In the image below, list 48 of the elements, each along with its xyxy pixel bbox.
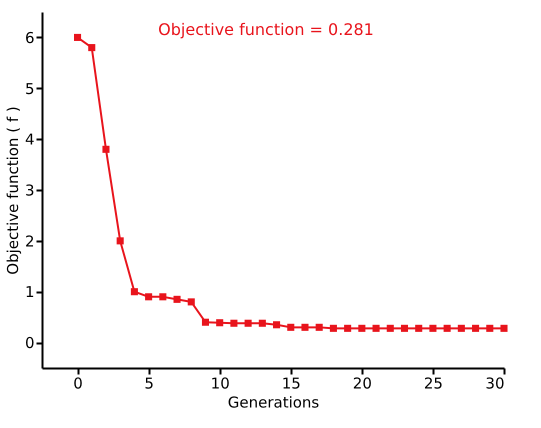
x-tick-label: 15 [282, 374, 301, 392]
point [188, 298, 195, 306]
point [386, 324, 394, 332]
x-tick-label: 20 [352, 374, 372, 392]
point [358, 324, 366, 332]
point [344, 324, 352, 332]
x-tick-label: 10 [210, 374, 230, 392]
point [400, 324, 408, 332]
point [159, 293, 166, 300]
y-tick-label: 2 [24, 232, 34, 250]
point [216, 319, 224, 326]
point [88, 44, 96, 52]
y-tick-label: 3 [24, 182, 34, 200]
point [130, 288, 138, 296]
point [301, 324, 309, 331]
point [116, 237, 124, 244]
point [244, 320, 252, 327]
point [330, 324, 337, 332]
point [202, 318, 210, 326]
x-tick-label: 5 [144, 374, 154, 392]
point [444, 324, 451, 332]
point [372, 324, 380, 332]
point [500, 324, 508, 332]
y-axis-title: Objective function ( f ) [4, 106, 22, 275]
point [174, 296, 181, 303]
point [458, 324, 465, 332]
point [145, 293, 152, 300]
y-tick-label: 0 [24, 334, 34, 352]
point [472, 324, 480, 332]
point [316, 324, 323, 331]
point [230, 320, 238, 327]
point [415, 324, 422, 332]
x-tick-label: 0 [73, 374, 83, 392]
x-tick-label: 25 [424, 374, 443, 392]
point [429, 324, 436, 332]
point [287, 324, 294, 331]
y-tick-label: 1 [24, 283, 34, 302]
y-tick-label: 4 [24, 130, 34, 149]
y-tick-label: 5 [24, 80, 34, 98]
point [74, 34, 82, 41]
point [486, 324, 494, 332]
point [102, 146, 110, 153]
annotation: Objective function = 0.281 [158, 20, 374, 39]
point [258, 320, 266, 327]
y-tick-label: 6 [24, 28, 34, 47]
point [273, 321, 280, 328]
x-tick-label: 30 [485, 374, 504, 392]
x-axis-title: Generations [228, 394, 320, 412]
